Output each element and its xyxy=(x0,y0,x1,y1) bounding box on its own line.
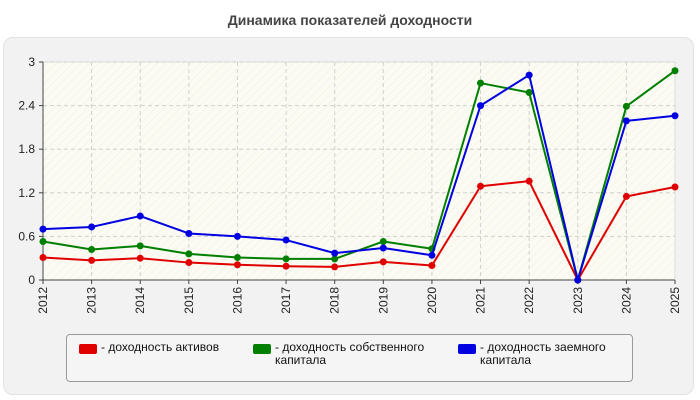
x-tick-label: 2015 xyxy=(182,287,196,314)
series-2-point xyxy=(39,225,47,233)
x-tick-label: 2013 xyxy=(85,287,99,314)
x-tick-label: 2014 xyxy=(133,287,147,314)
y-tick-label: 1.8 xyxy=(18,142,35,156)
series-2-point xyxy=(136,212,144,220)
x-tick-label: 2016 xyxy=(230,287,244,314)
series-1-point xyxy=(477,79,485,87)
x-tick-label: 2019 xyxy=(376,287,390,314)
legend-swatch-equity xyxy=(253,344,271,354)
y-tick-label: 0.6 xyxy=(18,229,35,243)
series-2-point xyxy=(185,229,193,237)
series-0-point xyxy=(622,192,630,200)
x-tick-label: 2022 xyxy=(522,287,536,314)
y-tick-label: 2.4 xyxy=(18,99,35,113)
series-2-point xyxy=(477,102,485,110)
series-2-point xyxy=(282,236,290,244)
series-1-point xyxy=(525,89,533,97)
series-0-point xyxy=(233,261,241,269)
series-lines xyxy=(39,67,679,284)
series-1-point xyxy=(379,237,387,245)
series-0-point xyxy=(39,253,47,261)
series-2-point xyxy=(379,244,387,252)
series-0-point xyxy=(88,256,96,264)
x-tick-label: 2024 xyxy=(619,287,633,314)
y-tick-label: 1.2 xyxy=(18,186,35,200)
series-line-0 xyxy=(42,180,676,281)
y-tick-label: 3 xyxy=(28,55,35,69)
x-tick-label: 2025 xyxy=(668,287,682,314)
series-0-point xyxy=(477,182,485,190)
series-1-point xyxy=(39,237,47,245)
series-2-point xyxy=(233,232,241,240)
series-0-point xyxy=(331,263,339,271)
series-1-point xyxy=(136,242,144,250)
series-2-point xyxy=(88,223,96,231)
series-1-point xyxy=(88,245,96,253)
legend: - доходность активов - доходность собств… xyxy=(66,334,633,382)
series-2-point xyxy=(622,117,630,125)
legend-swatch-debt xyxy=(458,344,476,354)
series-1-point xyxy=(671,67,679,75)
series-2-point xyxy=(428,251,436,259)
y-tick-label: 0 xyxy=(28,273,35,287)
series-2-point xyxy=(671,112,679,120)
series-2-point xyxy=(525,71,533,79)
series-1-point xyxy=(282,255,290,263)
series-1-point xyxy=(185,250,193,258)
series-1-point xyxy=(622,102,630,110)
series-0-point xyxy=(185,259,193,267)
series-1-point xyxy=(331,255,339,263)
chart-title: Динамика показателей доходности xyxy=(227,12,473,28)
legend-label-assets: - доходность активов xyxy=(101,340,220,354)
x-tick-label: 2023 xyxy=(571,287,585,314)
legend-label-debt: - доходность заемного капитала xyxy=(480,340,606,367)
x-tick-label: 2017 xyxy=(279,287,293,314)
series-2-point xyxy=(574,276,582,284)
x-tick-label: 2018 xyxy=(328,287,342,314)
axes: 0 0.6 1.2 1.8 2.4 3 2012 2013 2014 2015 2016 2017 20… xyxy=(18,55,682,314)
legend-swatch-assets xyxy=(79,344,97,354)
series-line-2 xyxy=(42,74,676,281)
series-1-point xyxy=(233,253,241,261)
series-0-point xyxy=(428,261,436,269)
series-2-point xyxy=(331,249,339,257)
series-0-point xyxy=(379,258,387,266)
legend-label-equity: - доходность собственного капитала xyxy=(275,340,425,367)
x-tick-label: 2020 xyxy=(425,287,439,314)
grid xyxy=(43,61,675,280)
series-0-point xyxy=(136,254,144,262)
series-0-point xyxy=(525,177,533,185)
x-tick-label: 2021 xyxy=(474,287,488,314)
x-tick-label: 2012 xyxy=(36,287,50,314)
series-0-point xyxy=(282,262,290,270)
series-0-point xyxy=(671,183,679,191)
